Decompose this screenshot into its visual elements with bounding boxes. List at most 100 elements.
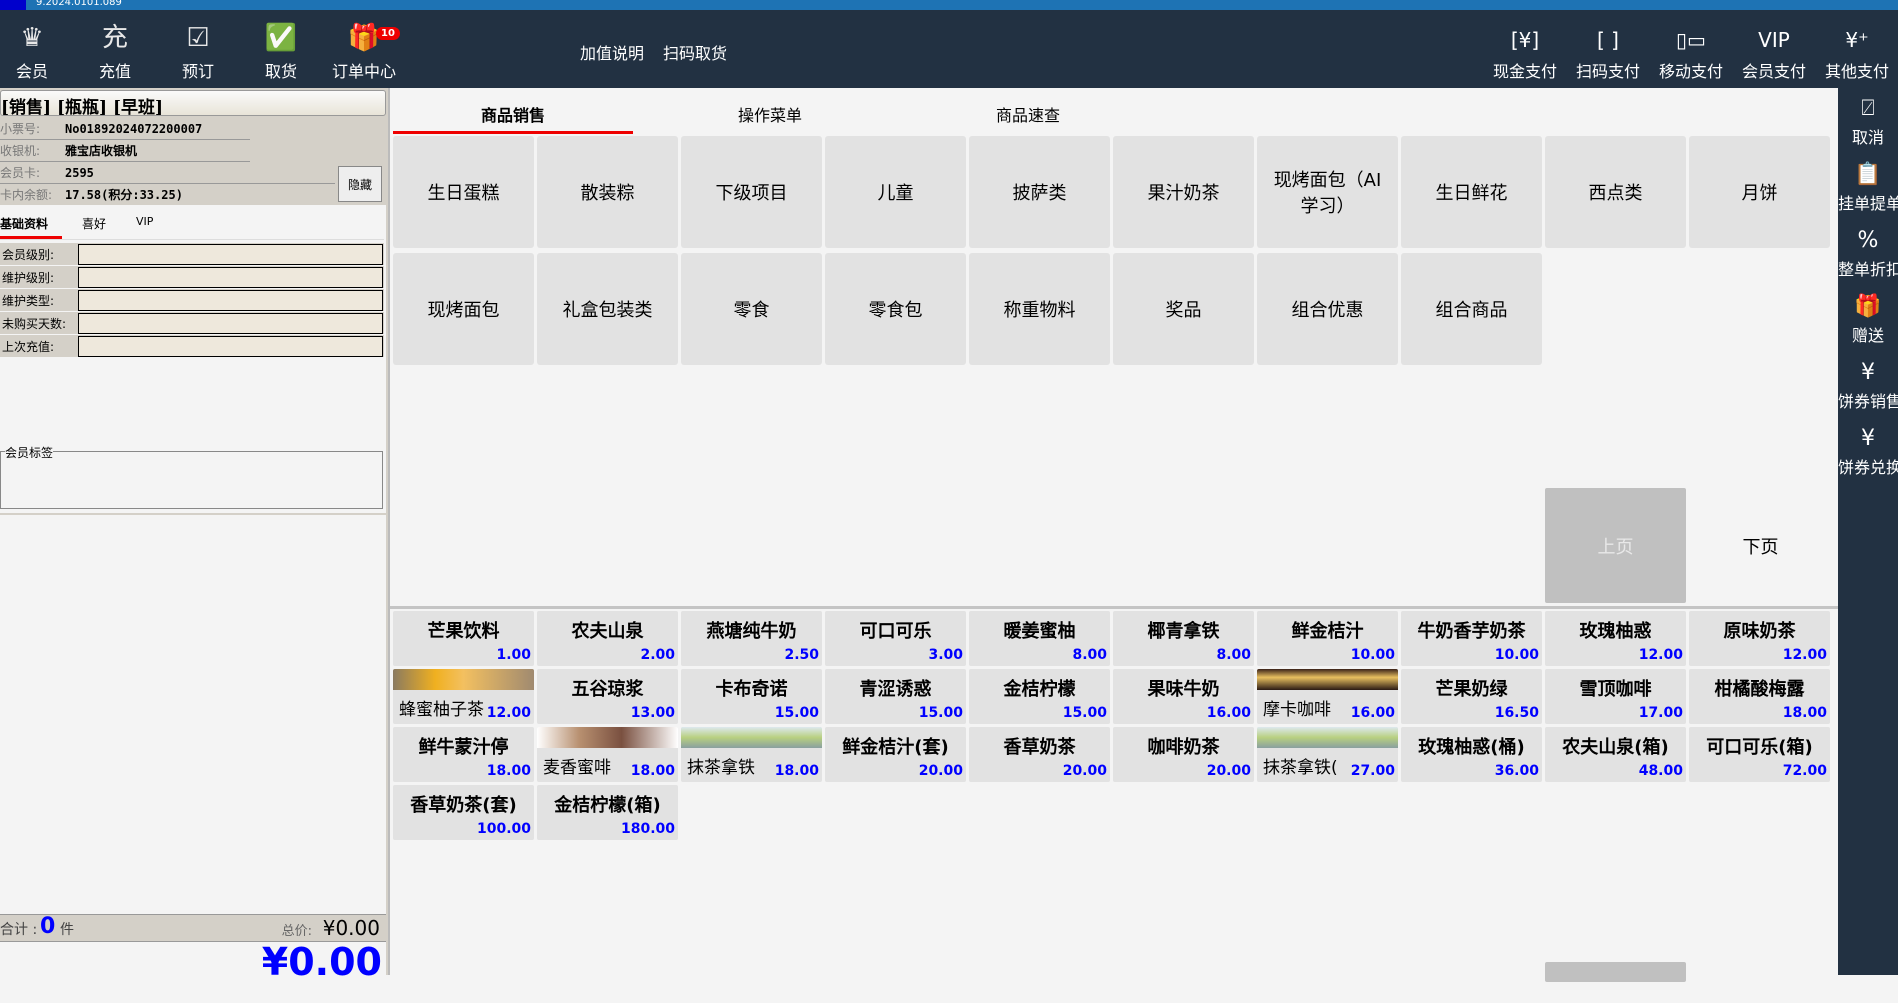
product-tile[interactable]: 原味奶茶 12.00 [1689,611,1830,666]
category-button[interactable]: 组合优惠 [1257,253,1398,365]
tab-vip[interactable]: VIP [136,215,154,228]
category-button[interactable]: 奖品 [1113,253,1254,365]
field-input[interactable] [78,313,383,334]
payment-button-3[interactable]: VIP 会员支付 [1733,26,1815,82]
product-tile[interactable]: 麦香蜜啡 18.00 [537,727,678,782]
product-tile[interactable]: 鲜金桔汁 10.00 [1257,611,1398,666]
info-value: 雅宝店收银机 [65,144,138,158]
payment-button-1[interactable]: [ ] 扫码支付 [1567,26,1649,82]
product-tile[interactable]: 暖姜蜜柚 8.00 [969,611,1110,666]
sidebar-action-0[interactable]: ⍁ 取消 [1838,88,1898,154]
product-name: 抹茶拿铁 [687,758,755,778]
category-button[interactable]: 生日蛋糕 [393,136,534,248]
product-tile[interactable]: 果味牛奶 16.00 [1113,669,1254,724]
category-button[interactable]: 下级项目 [681,136,822,248]
product-tile[interactable]: 可口可乐(箱) 72.00 [1689,727,1830,782]
sidebar-action-1[interactable]: 📋 挂单提单 [1838,154,1898,220]
category-button[interactable]: 现烤面包 [393,253,534,365]
tab-product-lookup[interactable]: 商品速查 [995,106,1060,125]
product-tile[interactable]: 香草奶茶 20.00 [969,727,1110,782]
hide-button[interactable]: 隐藏 [338,166,382,202]
product-tile[interactable]: 金桔柠檬 15.00 [969,669,1110,724]
product-tile[interactable]: 摩卡咖啡 16.00 [1257,669,1398,724]
category-button[interactable]: 称重物料 [969,253,1110,365]
product-tile[interactable]: 鲜牛蒙汁停 18.00 [393,727,534,782]
sidebar-action-2[interactable]: % 整单折扣 [1838,220,1898,286]
sidebar-action-4[interactable]: ¥ 饼券销售 [1838,352,1898,418]
prev-page-button[interactable]: 上页 [1545,488,1686,603]
product-tile[interactable]: 鲜金桔汁(套) 20.00 [825,727,966,782]
product-tile[interactable]: 燕塘纯牛奶 2.50 [681,611,822,666]
product-name: 香草奶茶 [1003,737,1076,758]
product-tile[interactable]: 可口可乐 3.00 [825,611,966,666]
title-bar: 9.2024.0101.089 [0,0,1898,10]
tab-operation-menu[interactable]: 操作菜单 [737,106,802,125]
toolbar-button-1[interactable]: 充充值 [75,22,155,82]
payment-button-2[interactable]: ▯▭ 移动支付 [1650,26,1732,82]
product-name: 椰青拿铁 [1147,621,1220,642]
category-button[interactable]: 月饼 [1689,136,1830,248]
product-tile[interactable]: 农夫山泉(箱) 48.00 [1545,727,1686,782]
field-label: 维护类型: [2,294,55,308]
tab-preferences[interactable]: 喜好 [82,217,107,231]
category-button[interactable]: 生日鲜花 [1401,136,1542,248]
product-price: 100.00 [476,821,531,837]
category-button[interactable]: 儿童 [825,136,966,248]
product-tile[interactable]: 椰青拿铁 8.00 [1113,611,1254,666]
tab-product-sales[interactable]: 商品销售 [393,102,633,134]
product-tile[interactable]: 雪顶咖啡 17.00 [1545,669,1686,724]
product-name: 可口可乐(箱) [1706,737,1813,758]
product-tile[interactable]: 蜂蜜柚子茶 12.00 [393,669,534,724]
product-price: 12.00 [1638,647,1683,663]
count-label: 合计 : [0,922,38,938]
sidebar-action-3[interactable]: 🎁 赠送 [1838,286,1898,352]
product-tile[interactable]: 卡布奇诺 15.00 [681,669,822,724]
tab-basic-info[interactable]: 基础资料 [0,215,62,239]
product-tile[interactable]: 玫瑰柚惑 12.00 [1545,611,1686,666]
category-button[interactable]: 果汁奶茶 [1113,136,1254,248]
toolbar-button-2[interactable]: ☑ 预订 [158,22,238,82]
toolbar-button-0[interactable]: ♛ 会员 [0,22,72,82]
member-tags-label: 会员标签 [5,444,54,461]
scan-pickup-link[interactable]: 扫码取货 [663,44,728,63]
product-tile[interactable]: 牛奶香芋奶茶 10.00 [1401,611,1542,666]
field-input[interactable] [78,244,383,265]
product-tile[interactable]: 芒果饮料 1.00 [393,611,534,666]
product-tile[interactable]: 青涩诱惑 15.00 [825,669,966,724]
prev-page-button-bottom[interactable] [1545,962,1686,982]
field-input[interactable] [78,267,383,288]
category-button[interactable]: 披萨类 [969,136,1110,248]
product-tile[interactable]: 农夫山泉 2.00 [537,611,678,666]
summary-row: 合计 : 0 件 总价: ¥0.00 [0,914,386,942]
payment-button-4[interactable]: ¥⁺ 其他支付 [1816,26,1898,82]
product-tile[interactable]: 抹茶拿铁 18.00 [681,727,822,782]
category-button[interactable]: 散装粽 [537,136,678,248]
product-image [537,727,678,748]
sidebar-action-5[interactable]: ¥ 饼券兑换 [1838,418,1898,484]
product-name: 暖姜蜜柚 [1003,621,1076,642]
category-button[interactable]: 组合商品 [1401,253,1542,365]
product-tile[interactable]: 五谷琼浆 13.00 [537,669,678,724]
category-button[interactable]: 西点类 [1545,136,1686,248]
category-button[interactable]: 零食包 [825,253,966,365]
product-tile[interactable]: 抹茶拿铁(27.00 [1257,727,1398,782]
toolbar-button-4[interactable]: 🎁 订单中心 10 [324,22,404,82]
product-tile[interactable]: 金桔柠檬(箱) 180.00 [537,785,678,840]
calendar-check-icon: ☑ [186,23,210,53]
product-tile[interactable]: 咖啡奶茶 20.00 [1113,727,1254,782]
product-tile[interactable]: 柑橘酸梅露 18.00 [1689,669,1830,724]
product-tile[interactable]: 香草奶茶(套) 100.00 [393,785,534,840]
next-page-button[interactable]: 下页 [1742,536,1779,558]
payment-button-0[interactable]: [¥] 现金支付 [1484,26,1566,82]
coupon-redeem-icon: ¥ [1861,426,1875,451]
field-input[interactable] [78,336,383,357]
product-name: 农夫山泉 [571,621,644,642]
toolbar-button-3[interactable]: ✅ 取货 [241,22,321,82]
category-button[interactable]: 礼盒包装类 [537,253,678,365]
product-tile[interactable]: 玫瑰柚惑(桶) 36.00 [1401,727,1542,782]
value-added-link[interactable]: 加值说明 [580,44,645,63]
product-tile[interactable]: 芒果奶绿 16.50 [1401,669,1542,724]
field-input[interactable] [78,290,383,311]
category-button[interactable]: 现烤面包（AI学习） [1257,136,1398,248]
category-button[interactable]: 零食 [681,253,822,365]
